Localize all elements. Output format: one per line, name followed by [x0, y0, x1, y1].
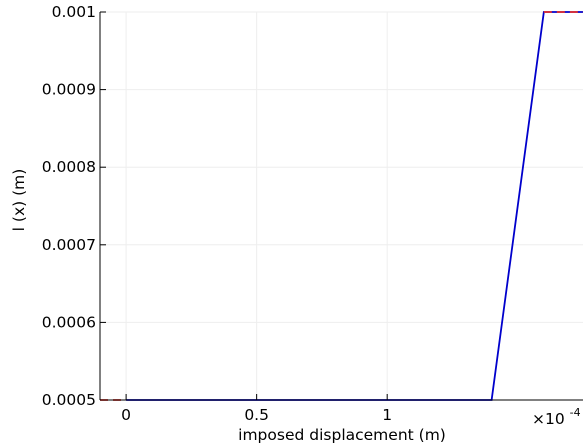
solid-series-line	[126, 11, 583, 401]
x-scale-multiplier: ×10 -4	[532, 406, 581, 428]
tick-labels: 0 0.5 1 0.0005 0.0006 0.0007 0.0008 0.0009 0.001	[42, 3, 392, 424]
x-scale-multiplier-base: ×10	[532, 410, 565, 428]
y-tick-label: 0.001	[52, 3, 96, 21]
y-axis-label: l (x) (m)	[10, 169, 28, 232]
axes-frame	[99, 12, 583, 401]
x-tick-label: 0	[121, 406, 131, 424]
x-axis-label: imposed displacement (m)	[238, 426, 446, 444]
x-scale-multiplier-exponent: -4	[570, 406, 581, 419]
grid-lines	[100, 11, 583, 401]
tick-marks	[100, 11, 388, 401]
y-tick-label: 0.0008	[42, 158, 96, 176]
x-tick-label: 0.5	[244, 406, 269, 424]
y-tick-label: 0.0009	[42, 81, 96, 99]
y-tick-label: 0.0005	[42, 391, 96, 409]
x-tick-label: 1	[382, 406, 392, 424]
y-tick-label: 0.0007	[42, 236, 96, 254]
series-lines	[100, 11, 583, 401]
y-tick-label: 0.0006	[42, 313, 96, 331]
